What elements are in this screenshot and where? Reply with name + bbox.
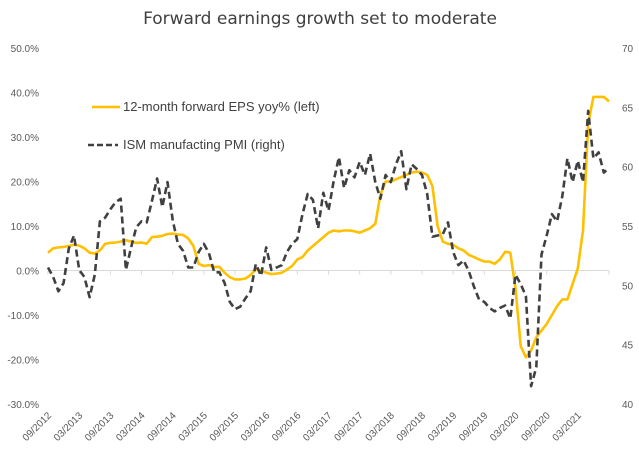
right-axis: 70 65 60 55 50 45 40 (622, 44, 634, 411)
left-axis-tick-label: -30.0% (7, 400, 39, 411)
left-axis-tick-label: 20.0% (11, 178, 39, 189)
series-line-pmi (46, 109, 610, 388)
legend: 12-month forward EPS yoy% (left) ISM man… (88, 99, 320, 152)
right-axis-tick-label: 70 (622, 44, 634, 55)
series-line-eps (47, 95, 610, 359)
left-axis: 50.0% 40.0% 30.0% 20.0% 10.0% 0.0% -10.0% -20.0… (7, 44, 39, 411)
left-axis-tick-label: -20.0% (7, 356, 39, 367)
left-axis-tick-label: 40.0% (11, 89, 39, 100)
series-layer (46, 95, 610, 388)
left-axis-tick-label: 10.0% (11, 222, 39, 233)
right-axis-tick-label: 40 (622, 400, 634, 411)
left-axis-tick-label: 0.0% (16, 267, 39, 278)
right-axis-tick-label: 65 (622, 103, 634, 114)
right-axis-tick-label: 55 (622, 222, 634, 233)
legend-label-pmi: ISM manufacting PMI (right) (123, 137, 285, 152)
right-axis-tick-label: 60 (622, 163, 634, 174)
legend-label-eps: 12-month forward EPS yoy% (left) (123, 99, 320, 114)
chart-title: Forward earnings growth set to moderate (143, 9, 497, 29)
left-axis-tick-label: 50.0% (11, 44, 39, 55)
left-axis-tick-label: -10.0% (7, 311, 39, 322)
left-axis-tick-label: 30.0% (11, 133, 39, 144)
right-axis-tick-label: 50 (622, 281, 634, 292)
right-axis-tick-label: 45 (622, 341, 634, 352)
